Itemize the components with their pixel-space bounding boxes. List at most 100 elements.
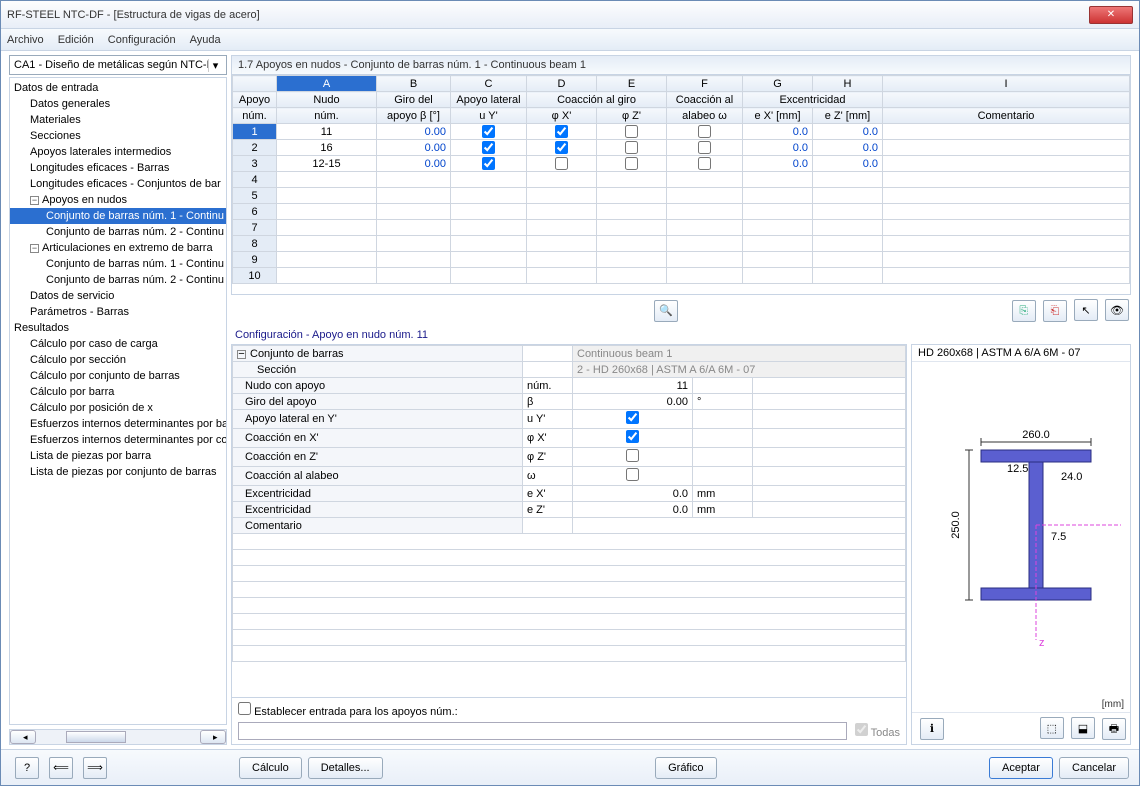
cell-comment[interactable] — [883, 188, 1130, 204]
scroll-right-icon[interactable]: ▸ — [200, 730, 226, 744]
cell-ex[interactable]: 0.0 — [743, 140, 813, 156]
cell-uy[interactable] — [451, 268, 527, 284]
cell-nodo[interactable] — [277, 204, 377, 220]
cell-phx[interactable] — [527, 172, 597, 188]
cell-ez[interactable]: 0.0 — [813, 124, 883, 140]
cell-phz[interactable] — [597, 220, 667, 236]
cell-nodo[interactable] — [277, 236, 377, 252]
cell-comment[interactable] — [883, 204, 1130, 220]
cell-uy[interactable] — [451, 204, 527, 220]
menu-edicion[interactable]: Edición — [58, 34, 94, 46]
tree-item-selected[interactable]: Conjunto de barras núm. 1 - Continu — [10, 208, 226, 224]
cell-w[interactable] — [667, 140, 743, 156]
cell-w[interactable] — [667, 204, 743, 220]
cell-comment[interactable] — [883, 252, 1130, 268]
cell-phz[interactable] — [597, 236, 667, 252]
prev-icon[interactable]: ⟸ — [49, 757, 73, 779]
tree-hscroll[interactable]: ◂ ▸ — [9, 729, 227, 745]
cell-ex[interactable] — [743, 268, 813, 284]
tree-item[interactable]: Conjunto de barras núm. 1 - Continu — [10, 256, 226, 272]
detalles-button[interactable]: Detalles... — [308, 757, 383, 779]
cell-ez[interactable] — [813, 268, 883, 284]
row-header[interactable]: 2 — [233, 140, 277, 156]
cell-nodo[interactable] — [277, 252, 377, 268]
next-icon[interactable]: ⟹ — [83, 757, 107, 779]
cell-ex[interactable] — [743, 172, 813, 188]
cell-comment[interactable] — [883, 236, 1130, 252]
cell-comment[interactable] — [883, 220, 1130, 236]
cell-uy[interactable] — [451, 140, 527, 156]
cell-ez[interactable] — [813, 220, 883, 236]
row-header[interactable]: 9 — [233, 252, 277, 268]
grafico-button[interactable]: Gráfico — [655, 757, 716, 779]
cell-phz[interactable] — [597, 204, 667, 220]
cell-phz[interactable] — [597, 156, 667, 172]
tree-item[interactable]: Parámetros - Barras — [10, 304, 226, 320]
establecer-check[interactable]: Establecer entrada para los apoyos núm.: — [238, 702, 900, 718]
tree-item[interactable]: Secciones — [10, 128, 226, 144]
cell-ez[interactable] — [813, 204, 883, 220]
cell-phz[interactable] — [597, 172, 667, 188]
cell-giro[interactable] — [377, 220, 451, 236]
config-phx-check[interactable] — [626, 430, 639, 443]
tree-item[interactable]: Lista de piezas por barra — [10, 448, 226, 464]
scroll-left-icon[interactable]: ◂ — [10, 730, 36, 744]
config-uy-check[interactable] — [626, 411, 639, 424]
tree-item[interactable]: Materiales — [10, 112, 226, 128]
cell-giro[interactable] — [377, 268, 451, 284]
cell-ez[interactable] — [813, 236, 883, 252]
cell-ex[interactable] — [743, 204, 813, 220]
tree-item[interactable]: Apoyos laterales intermedios — [10, 144, 226, 160]
cell-w[interactable] — [667, 268, 743, 284]
cell-uy[interactable] — [451, 172, 527, 188]
cell-w[interactable] — [667, 156, 743, 172]
cell-ex[interactable] — [743, 220, 813, 236]
cell-phz[interactable] — [597, 188, 667, 204]
tree-articulaciones[interactable]: −Articulaciones en extremo de barra — [10, 240, 226, 256]
cell-comment[interactable] — [883, 140, 1130, 156]
row-header[interactable]: 10 — [233, 268, 277, 284]
cancelar-button[interactable]: Cancelar — [1059, 757, 1129, 779]
pick-icon[interactable]: ↖ — [1074, 299, 1098, 321]
cell-ez[interactable]: 0.0 — [813, 156, 883, 172]
tree-item[interactable]: Esfuerzos internos determinantes por ba — [10, 416, 226, 432]
cell-giro[interactable] — [377, 204, 451, 220]
tree-item[interactable]: Conjunto de barras núm. 2 - Continu — [10, 272, 226, 288]
cell-giro[interactable]: 0.00 — [377, 156, 451, 172]
cell-phx[interactable] — [527, 140, 597, 156]
cell-comment[interactable] — [883, 268, 1130, 284]
cell-giro[interactable] — [377, 252, 451, 268]
tree-item[interactable]: Cálculo por barra — [10, 384, 226, 400]
config-w-check[interactable] — [626, 468, 639, 481]
cell-nodo[interactable] — [277, 172, 377, 188]
cell-ez[interactable] — [813, 188, 883, 204]
cell-giro[interactable] — [377, 188, 451, 204]
info-icon[interactable]: ℹ — [920, 718, 944, 740]
cell-uy[interactable] — [451, 236, 527, 252]
cell-comment[interactable] — [883, 124, 1130, 140]
tree-item[interactable]: Cálculo por posición de x — [10, 400, 226, 416]
tree-item[interactable]: Lista de piezas por conjunto de barras — [10, 464, 226, 480]
cell-phx[interactable] — [527, 252, 597, 268]
tree-item[interactable]: Esfuerzos internos determinantes por co — [10, 432, 226, 448]
cell-giro[interactable] — [377, 236, 451, 252]
cell-phx[interactable] — [527, 220, 597, 236]
cell-ez[interactable] — [813, 172, 883, 188]
cell-phx[interactable] — [527, 236, 597, 252]
cell-giro[interactable]: 0.00 — [377, 140, 451, 156]
tree-item[interactable]: Cálculo por sección — [10, 352, 226, 368]
aceptar-button[interactable]: Aceptar — [989, 757, 1053, 779]
tree-item[interactable]: Cálculo por caso de carga — [10, 336, 226, 352]
tree-item[interactable]: Cálculo por conjunto de barras — [10, 368, 226, 384]
tree-item[interactable]: Longitudes eficaces - Barras — [10, 160, 226, 176]
tree-item[interactable]: Datos de servicio — [10, 288, 226, 304]
cell-phz[interactable] — [597, 252, 667, 268]
menu-archivo[interactable]: Archivo — [7, 34, 44, 46]
row-header[interactable]: 5 — [233, 188, 277, 204]
cell-w[interactable] — [667, 188, 743, 204]
cell-w[interactable] — [667, 172, 743, 188]
row-header[interactable]: 8 — [233, 236, 277, 252]
tree-apoyos-nudos[interactable]: −Apoyos en nudos — [10, 192, 226, 208]
cell-ex[interactable] — [743, 252, 813, 268]
excel-import-icon[interactable]: ⎗ — [1043, 300, 1067, 322]
